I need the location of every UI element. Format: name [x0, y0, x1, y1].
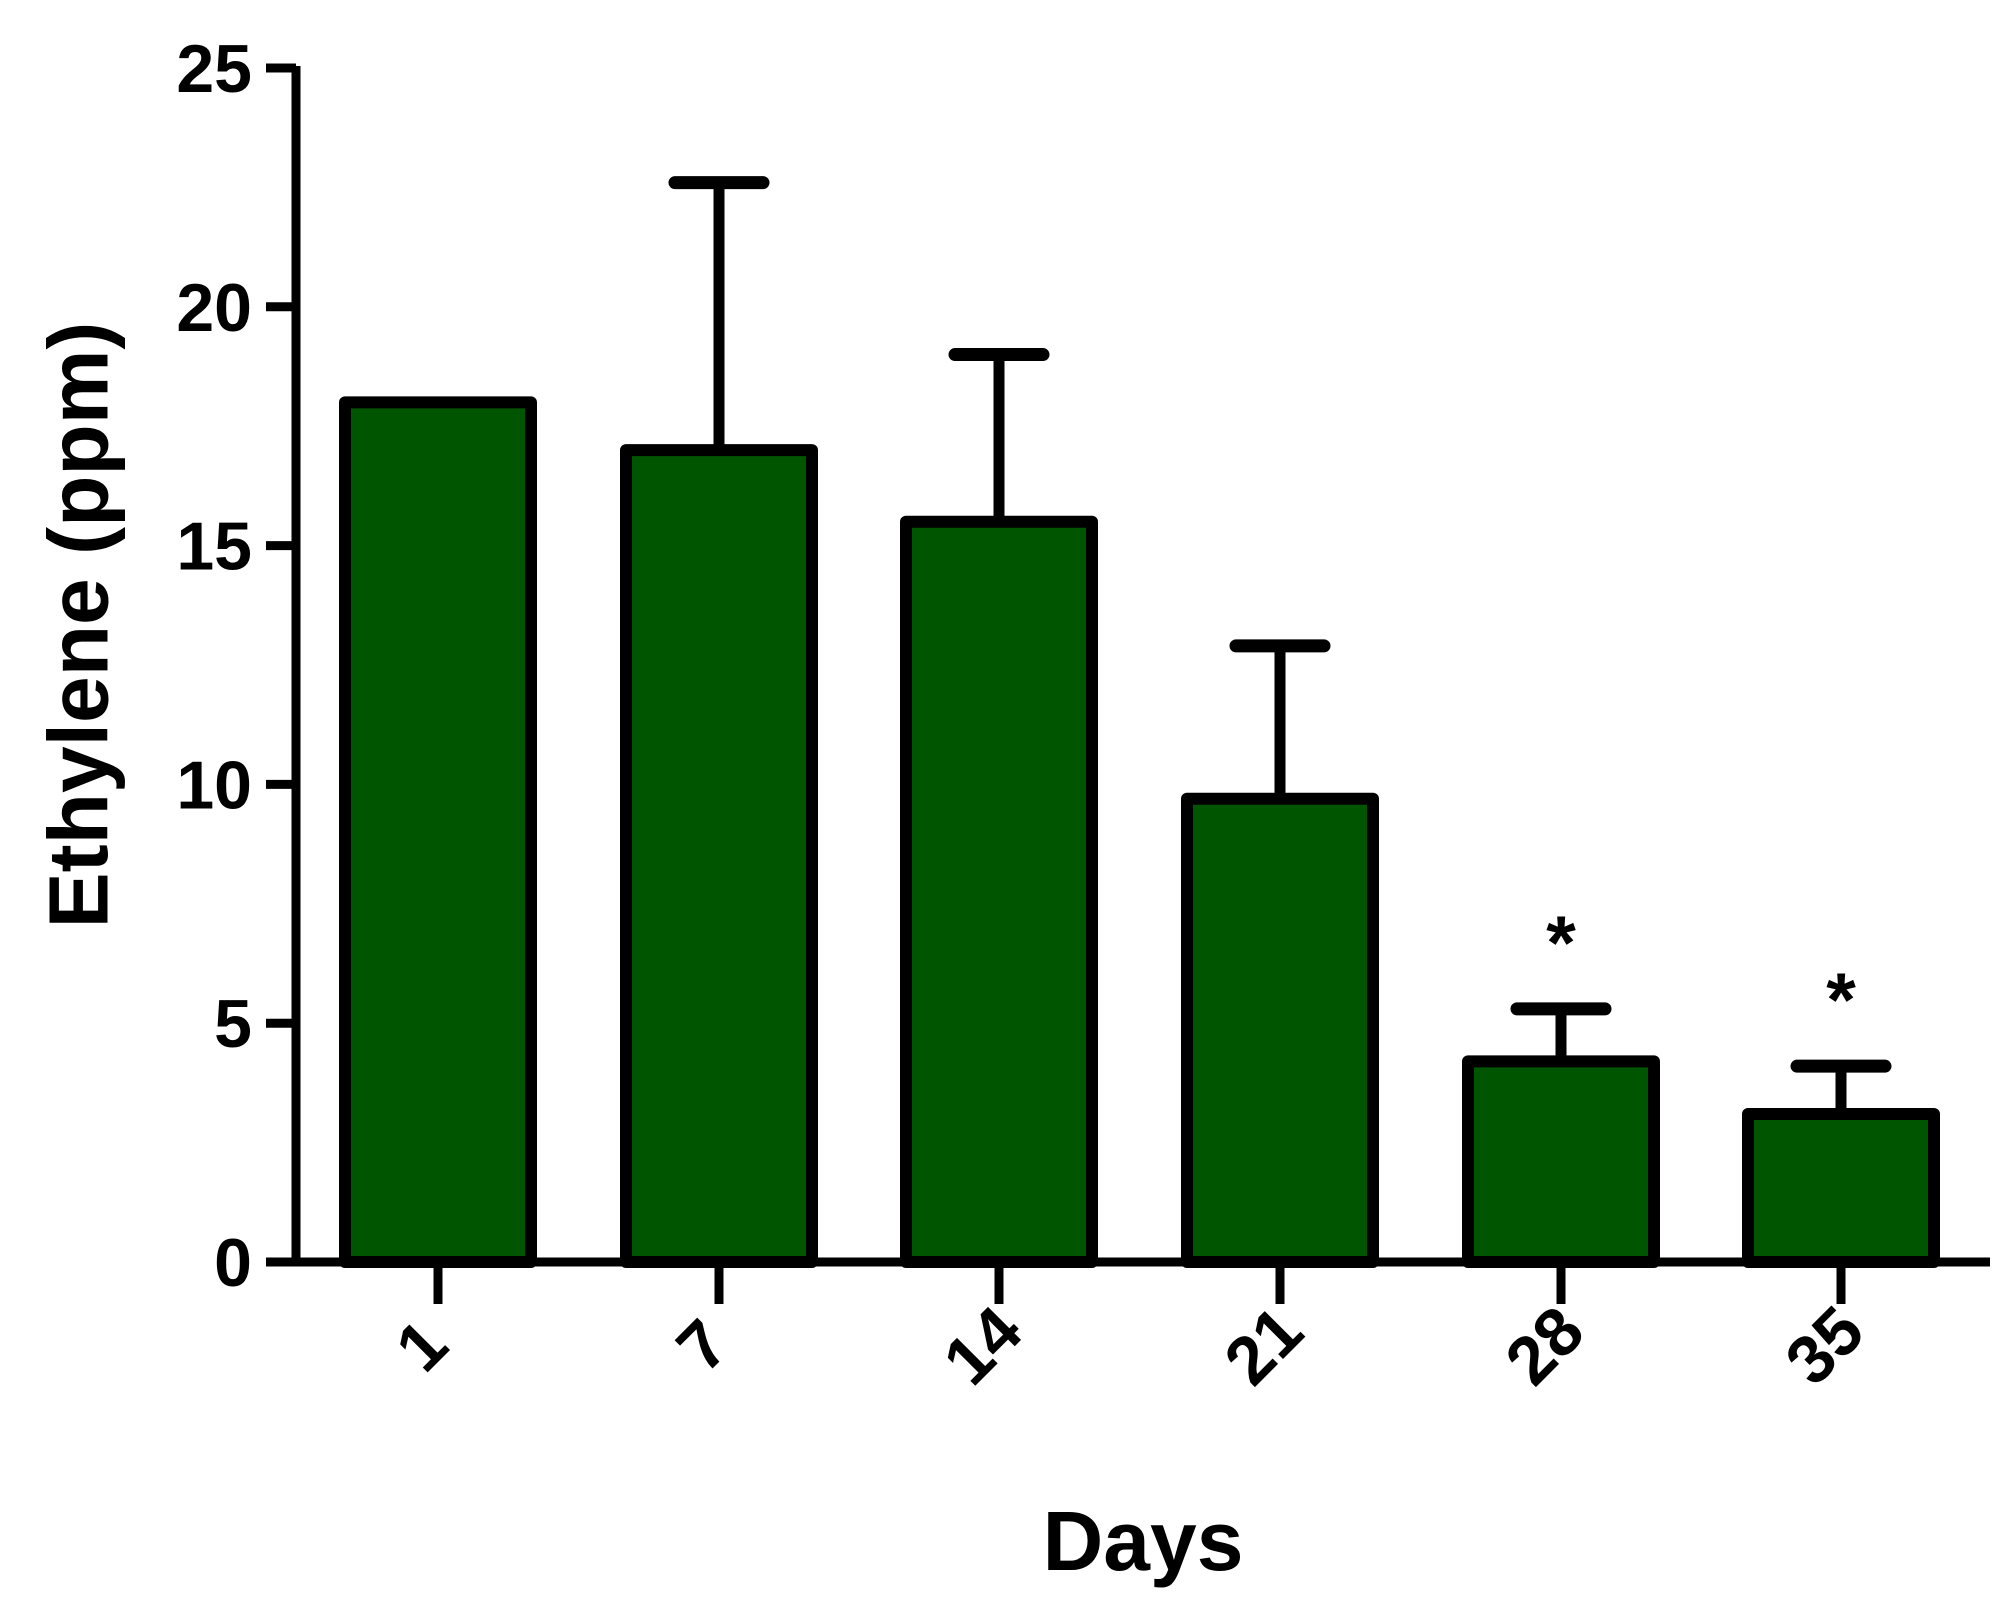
y-tick-label: 10: [176, 747, 252, 823]
error-bars-layer: [668, 176, 1892, 1114]
significance-asterisk: *: [1546, 901, 1576, 986]
significance-asterisk: *: [1826, 958, 1856, 1043]
x-tick-label: 21: [1210, 1292, 1317, 1399]
x-tick-label: 1: [381, 1305, 461, 1385]
bar-day-28: [1462, 1055, 1660, 1268]
bar-day-21: [1181, 792, 1379, 1269]
x-ticks-layer: 1 7 14 21 28 35: [381, 1262, 1878, 1399]
y-tick-label: 15: [176, 509, 252, 585]
bar-day-1: [339, 396, 537, 1268]
y-tick-label: 20: [176, 270, 252, 346]
x-tick-label: 14: [929, 1292, 1036, 1399]
axes-layer: [291, 66, 1990, 1267]
annotations-layer: **: [1546, 901, 1856, 1043]
bar-day-7: [620, 444, 818, 1268]
x-tick-label: 7: [662, 1305, 742, 1385]
y-tick-label: 25: [176, 31, 252, 107]
y-tick-label: 5: [214, 986, 252, 1062]
y-tick-label: 0: [214, 1225, 252, 1301]
bars-layer: [339, 396, 1940, 1269]
bar-day-14: [900, 515, 1098, 1268]
x-axis-title: Days: [1043, 1494, 1244, 1588]
x-tick-label: 35: [1771, 1292, 1878, 1399]
y-axis-title: Ethylene (ppm): [31, 322, 125, 929]
bar-day-35: [1742, 1107, 1940, 1268]
x-tick-label: 28: [1491, 1292, 1598, 1399]
y-ticks-layer: 0 5 10 15 20 25: [176, 31, 296, 1301]
